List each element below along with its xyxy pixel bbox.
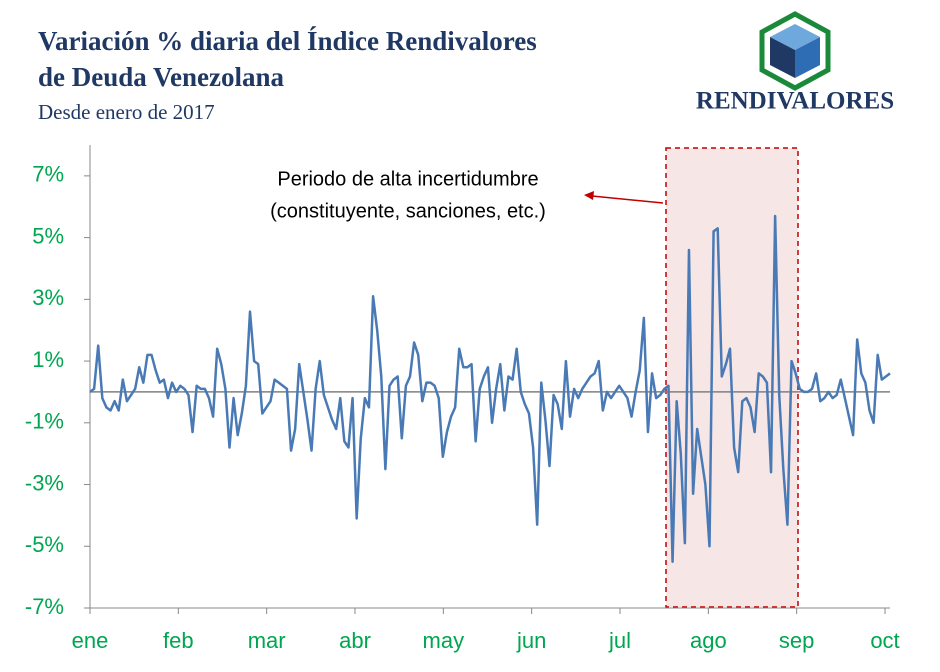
x-tick-label: jul <box>608 628 631 653</box>
x-tick-label: abr <box>339 628 371 653</box>
y-tick-label: 1% <box>32 347 64 372</box>
x-tick-label: ene <box>72 628 109 653</box>
y-tick-label: 5% <box>32 223 64 248</box>
x-tick-label: ago <box>690 628 727 653</box>
y-tick-label: -3% <box>25 470 64 495</box>
y-tick-label: -5% <box>25 532 64 557</box>
x-tick-label: mar <box>248 628 286 653</box>
logo-right <box>795 37 820 78</box>
x-tick-label: oct <box>870 628 899 653</box>
x-tick-label: jun <box>516 628 546 653</box>
annotation: (constituyente, sanciones, etc.) <box>270 200 546 222</box>
x-tick-label: feb <box>163 628 194 653</box>
x-tick-label: sep <box>779 628 814 653</box>
logo: RENDIVALORES <box>696 11 894 115</box>
x-tick-label: may <box>423 628 465 653</box>
brand-name: RENDIVALORES <box>696 88 894 115</box>
y-tick-label: 7% <box>32 162 64 187</box>
chart-subtitle: Desde enero de 2017 <box>38 100 215 124</box>
logo-left <box>770 37 795 78</box>
chart-title: Variación % diaria del Índice Rendivalor… <box>38 26 537 56</box>
chart-title: de Deuda Venezolana <box>38 62 285 92</box>
annotation: Periodo de alta incertidumbre <box>277 168 538 190</box>
annotation-arrow <box>591 195 664 204</box>
data-line <box>89 214 891 563</box>
y-tick-label: 3% <box>32 285 64 310</box>
arrow-head <box>584 191 594 200</box>
y-tick-label: -7% <box>25 594 64 619</box>
y-tick-label: -1% <box>25 409 64 434</box>
